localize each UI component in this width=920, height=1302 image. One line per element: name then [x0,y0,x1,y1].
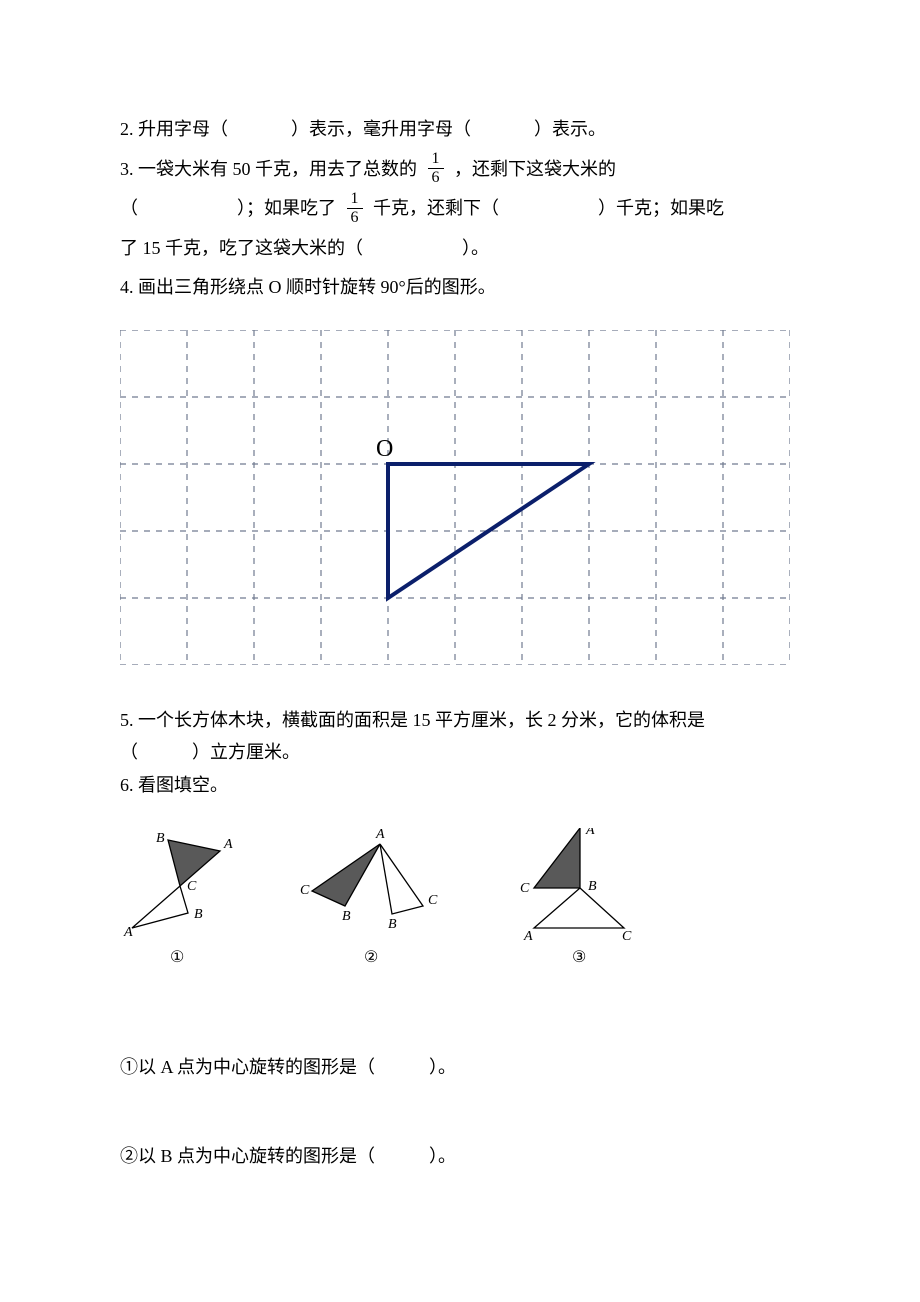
svg-text:③: ③ [572,949,586,966]
q2-text-a: 2. 升用字母（ [120,119,228,139]
svg-text:C: C [520,881,530,896]
q3-l2-a: （ [120,198,138,218]
svg-text:A: A [585,828,595,838]
triangle-shape [388,464,589,598]
q3-l2-b: ）；如果吃了 [237,198,336,218]
frac-num-b: 1 [347,191,363,209]
frac-den: 6 [428,169,444,186]
fraction-1-6-b: 1 6 [347,191,363,226]
frac-num: 1 [428,151,444,169]
q5-blank-wrap: （ ）立方厘米。 [120,742,300,762]
svg-text:A: A [523,929,533,944]
q6-sub2-text: ②以 B 点为中心旋转的图形是（ ）。 [120,1146,456,1166]
q3-l1-b: ，还剩下这袋大米的 [454,159,616,179]
question-3-line1: 3. 一袋大米有 50 千克，用去了总数的 1 6 ，还剩下这袋大米的 [120,150,800,190]
question-3-line2: （ ）；如果吃了 1 6 千克，还剩下（ ）千克；如果吃 [120,189,800,229]
q3-l2-d: ）千克；如果吃 [598,198,724,218]
grid-diagram: O [120,330,800,680]
q3-l2-c: 千克，还剩下（ [373,198,499,218]
svg-text:C: C [300,883,310,898]
q2-blank-1[interactable] [233,119,287,139]
worksheet-page: 2. 升用字母（ ）表示，毫升用字母（ ）表示。 3. 一袋大米有 50 千克，… [0,0,920,1237]
q2-text-c: ）表示。 [534,119,606,139]
question-5-line2: （ ）立方厘米。 [120,738,800,767]
question-3-line3: 了 15 千克，吃了这袋大米的（ ）。 [120,229,800,269]
tri-svg: BACBA①ACBBC②ABCAC③ [120,828,680,983]
svg-text:B: B [194,907,203,922]
question-6: 6. 看图填空。 [120,771,800,800]
svg-text:B: B [388,917,397,932]
q3-l3-b: ）。 [462,238,489,258]
frac-den-b: 6 [347,209,363,226]
question-6-sub2: ②以 B 点为中心旋转的图形是（ ）。 [120,1137,800,1177]
svg-text:C: C [187,879,197,894]
svg-text:②: ② [364,949,378,966]
question-2: 2. 升用字母（ ）表示，毫升用字母（ ）表示。 [120,110,800,150]
fraction-1-6: 1 6 [428,151,444,186]
question-5-line1: 5. 一个长方体木块，横截面的面积是 15 平方厘米，长 2 分米，它的体积是 [120,706,800,735]
svg-text:C: C [622,929,632,944]
svg-text:A: A [375,828,385,842]
question-4: 4. 画出三角形绕点 O 顺时针旋转 90°后的图形。 [120,268,800,308]
svg-text:C: C [428,893,438,908]
svg-text:①: ① [170,949,184,966]
q3-l3-a: 了 15 千克，吃了这袋大米的（ [120,238,363,258]
svg-text:B: B [156,831,165,846]
triangle-diagrams: BACBA①ACBBC②ABCAC③ [120,828,800,998]
svg-text:A: A [223,837,233,852]
q2-text-b: ）表示，毫升用字母（ [291,119,471,139]
q3-blank-3[interactable] [368,238,458,258]
q3-blank-1[interactable] [143,198,233,218]
q6-sub1-text: ①以 A 点为中心旋转的图形是（ ）。 [120,1057,456,1077]
svg-text:B: B [588,879,597,894]
q3-l1-a: 3. 一袋大米有 50 千克，用去了总数的 [120,159,417,179]
svg-text:B: B [342,909,351,924]
grid-svg: O [120,330,790,665]
question-6-sub1: ①以 A 点为中心旋转的图形是（ ）。 [120,1048,800,1088]
point-O-label: O [376,436,393,462]
svg-text:A: A [123,925,133,940]
q2-blank-2[interactable] [476,119,530,139]
q3-blank-2[interactable] [504,198,594,218]
